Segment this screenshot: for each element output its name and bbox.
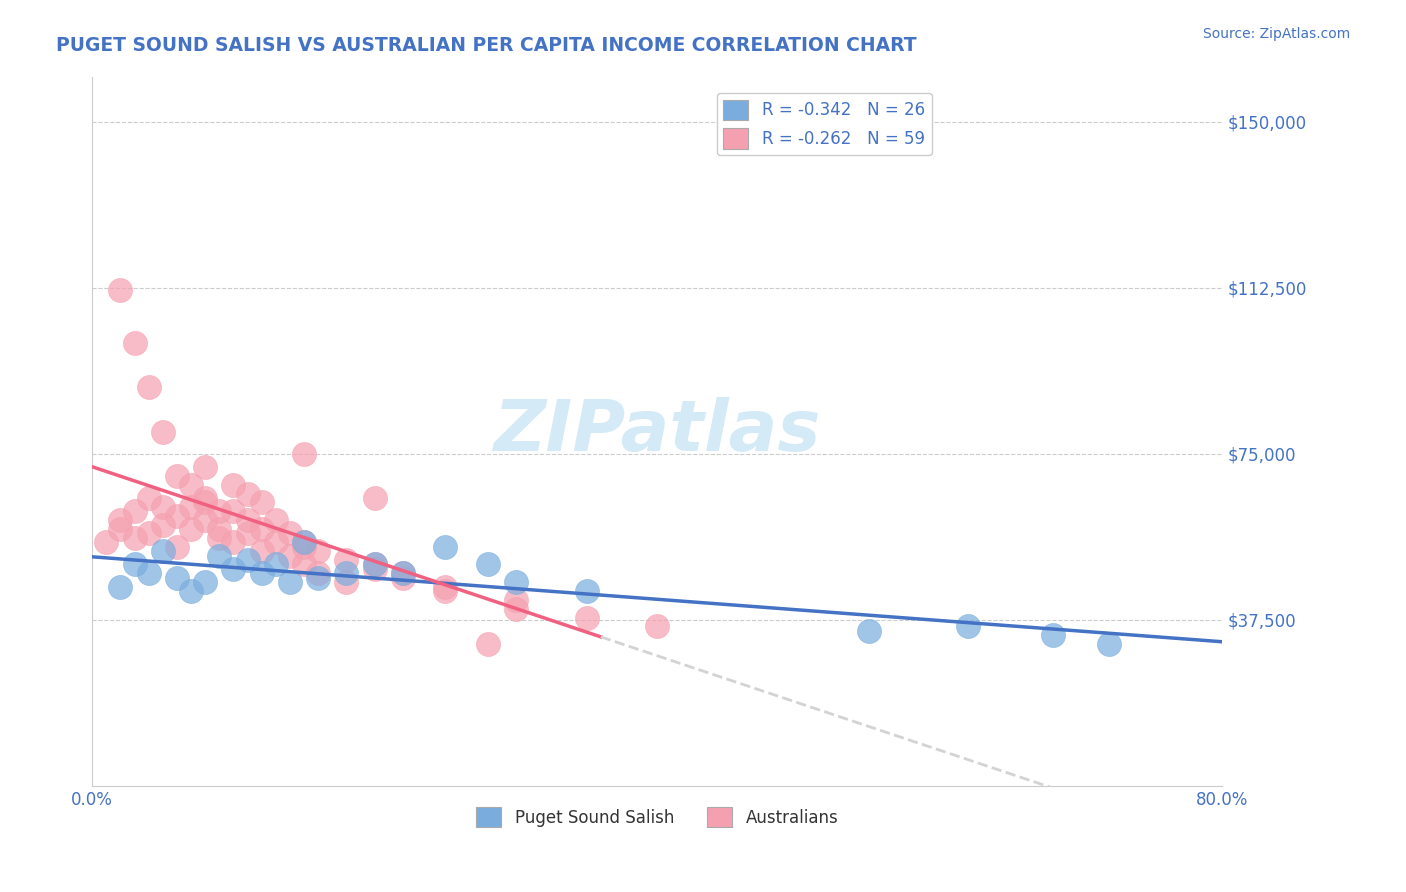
Point: [194, 460, 217, 475]
Point: [152, 425, 174, 439]
Point: [236, 526, 259, 541]
Point: [505, 601, 527, 615]
Point: [110, 522, 132, 536]
Point: [292, 535, 315, 549]
Point: [264, 558, 287, 572]
Point: [180, 477, 202, 491]
Point: [180, 584, 202, 599]
Point: [152, 544, 174, 558]
Point: [222, 477, 245, 491]
Point: [138, 380, 160, 394]
Text: Source: ZipAtlas.com: Source: ZipAtlas.com: [1202, 27, 1350, 41]
Point: [110, 283, 132, 297]
Point: [477, 558, 499, 572]
Point: [124, 531, 146, 545]
Point: [138, 526, 160, 541]
Point: [166, 571, 188, 585]
Point: [957, 619, 980, 633]
Point: [250, 522, 273, 536]
Point: [307, 571, 329, 585]
Point: [138, 566, 160, 581]
Point: [222, 535, 245, 549]
Point: [307, 544, 329, 558]
Point: [292, 558, 315, 572]
Point: [335, 553, 357, 567]
Point: [264, 535, 287, 549]
Point: [194, 513, 217, 527]
Point: [575, 584, 598, 599]
Point: [208, 531, 231, 545]
Point: [278, 575, 301, 590]
Point: [124, 336, 146, 351]
Point: [96, 535, 118, 549]
Point: [392, 566, 415, 581]
Point: [292, 447, 315, 461]
Point: [1098, 637, 1121, 651]
Point: [645, 619, 668, 633]
Point: [124, 504, 146, 518]
Point: [364, 558, 387, 572]
Point: [434, 540, 457, 554]
Point: [364, 562, 387, 576]
Point: [1042, 628, 1064, 642]
Point: [364, 491, 387, 505]
Point: [194, 491, 217, 505]
Point: [166, 508, 188, 523]
Point: [434, 580, 457, 594]
Point: [278, 526, 301, 541]
Point: [152, 517, 174, 532]
Point: [166, 540, 188, 554]
Point: [110, 580, 132, 594]
Point: [364, 558, 387, 572]
Point: [138, 491, 160, 505]
Point: [152, 500, 174, 514]
Point: [208, 522, 231, 536]
Point: [292, 535, 315, 549]
Point: [236, 513, 259, 527]
Point: [505, 592, 527, 607]
Point: [222, 562, 245, 576]
Point: [250, 566, 273, 581]
Point: [392, 571, 415, 585]
Point: [208, 504, 231, 518]
Point: [505, 575, 527, 590]
Point: [180, 522, 202, 536]
Point: [194, 575, 217, 590]
Point: [180, 500, 202, 514]
Point: [335, 566, 357, 581]
Point: [110, 513, 132, 527]
Point: [194, 495, 217, 509]
Point: [222, 504, 245, 518]
Point: [292, 540, 315, 554]
Text: PUGET SOUND SALISH VS AUSTRALIAN PER CAPITA INCOME CORRELATION CHART: PUGET SOUND SALISH VS AUSTRALIAN PER CAP…: [56, 36, 917, 54]
Text: ZIPatlas: ZIPatlas: [494, 397, 821, 467]
Point: [264, 513, 287, 527]
Point: [208, 549, 231, 563]
Point: [575, 610, 598, 624]
Point: [236, 486, 259, 500]
Point: [858, 624, 880, 638]
Point: [278, 549, 301, 563]
Point: [477, 637, 499, 651]
Point: [236, 553, 259, 567]
Point: [250, 544, 273, 558]
Point: [434, 584, 457, 599]
Point: [307, 566, 329, 581]
Point: [166, 469, 188, 483]
Legend: Puget Sound Salish, Australians: Puget Sound Salish, Australians: [470, 800, 845, 834]
Point: [335, 575, 357, 590]
Point: [124, 558, 146, 572]
Point: [392, 566, 415, 581]
Point: [250, 495, 273, 509]
